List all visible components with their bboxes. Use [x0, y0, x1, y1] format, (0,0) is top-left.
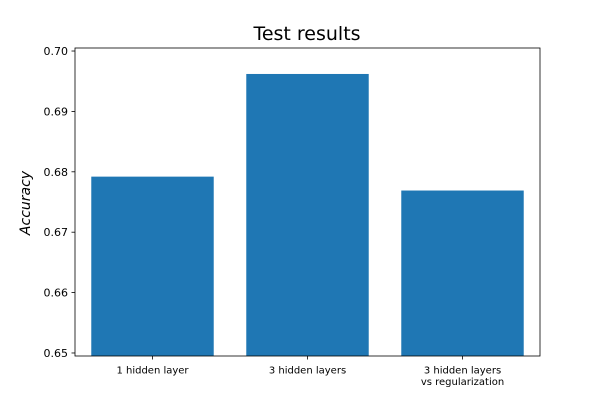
bar-3 [401, 190, 524, 356]
chart-title: Test results [252, 23, 360, 45]
y-tick-label: 0.66 [44, 287, 69, 300]
bars [91, 73, 524, 356]
x-axis-ticks: 1 hidden layer 3 hidden layers 3 hidden la… [116, 356, 504, 388]
x-tick-label-line: vs regularization [421, 377, 504, 388]
plot-frame [74, 47, 541, 357]
y-tick-label: 0.68 [44, 166, 69, 179]
x-tick-label-line: 3 hidden layers [424, 366, 501, 377]
x-tick-label-2: 3 hidden layers [269, 366, 346, 377]
bar-2 [246, 73, 369, 356]
x-tick-label-line: 3 hidden layers [269, 366, 346, 377]
y-tick-label: 0.69 [44, 105, 69, 118]
x-tick-label-3: 3 hidden layers vs regularization [421, 366, 504, 389]
bar-1 [91, 176, 214, 356]
y-axis-label: Accuracy [18, 170, 34, 236]
y-axis-ticks: 0.65 0.66 0.67 0.68 0.69 0.70 [44, 45, 75, 360]
y-tick-label: 0.67 [44, 226, 69, 239]
y-tick-label: 0.70 [44, 45, 69, 58]
x-tick-label-1: 1 hidden layer [116, 366, 189, 377]
x-tick-label-line: 1 hidden layer [116, 366, 189, 377]
y-tick-label: 0.65 [44, 347, 69, 360]
